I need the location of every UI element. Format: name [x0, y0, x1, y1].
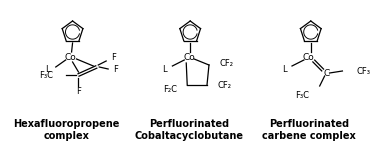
Text: F₃C: F₃C: [39, 70, 53, 79]
Text: L: L: [162, 65, 167, 74]
Text: Hexafluoropropene
complex: Hexafluoropropene complex: [14, 119, 120, 141]
Text: Co: Co: [65, 52, 76, 61]
Text: F: F: [113, 66, 118, 75]
Text: Perfluorinated
Cobaltacyclobutane: Perfluorinated Cobaltacyclobutane: [135, 119, 244, 141]
Text: CF₂: CF₂: [218, 80, 232, 89]
Text: F₃C: F₃C: [295, 90, 309, 99]
Text: F: F: [111, 52, 116, 61]
Text: L: L: [45, 66, 50, 75]
Text: L: L: [282, 65, 287, 74]
Text: CF₃: CF₃: [356, 67, 370, 76]
Text: Co: Co: [183, 52, 195, 61]
Text: F: F: [76, 87, 81, 97]
Text: CF₂: CF₂: [220, 58, 234, 68]
Text: Co: Co: [303, 52, 314, 61]
Text: C: C: [324, 68, 330, 77]
Text: Perfluorinated
carbene complex: Perfluorinated carbene complex: [262, 119, 356, 141]
Text: F₂C: F₂C: [163, 86, 177, 95]
